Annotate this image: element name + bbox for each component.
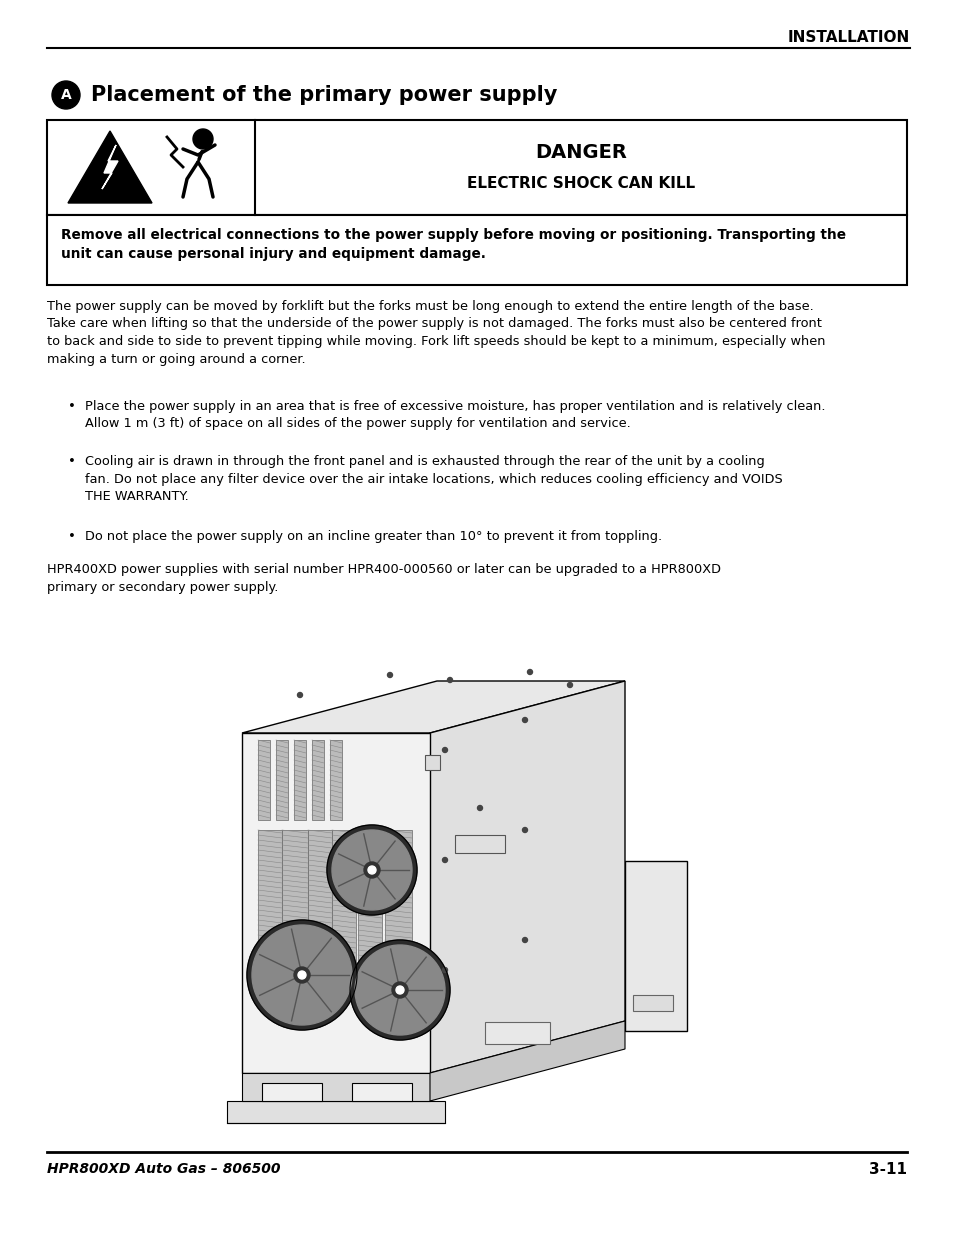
Polygon shape xyxy=(430,1021,624,1100)
Text: 3-11: 3-11 xyxy=(868,1161,906,1177)
Bar xyxy=(424,755,439,769)
Circle shape xyxy=(297,693,302,698)
Circle shape xyxy=(294,967,310,983)
Bar xyxy=(294,740,306,820)
Circle shape xyxy=(364,862,379,878)
Text: Placement of the primary power supply: Placement of the primary power supply xyxy=(91,85,557,105)
Bar xyxy=(47,215,906,285)
Polygon shape xyxy=(102,144,118,189)
Circle shape xyxy=(247,920,356,1030)
Bar xyxy=(308,830,332,981)
Bar xyxy=(242,1073,430,1100)
Circle shape xyxy=(327,825,416,915)
Bar xyxy=(227,1100,444,1123)
Text: ELECTRIC SHOCK CAN KILL: ELECTRIC SHOCK CAN KILL xyxy=(466,175,695,190)
Circle shape xyxy=(477,805,482,810)
Circle shape xyxy=(567,683,572,688)
Circle shape xyxy=(522,718,527,722)
Circle shape xyxy=(52,82,80,109)
Circle shape xyxy=(442,857,447,862)
Text: DANGER: DANGER xyxy=(535,143,626,163)
Text: Do not place the power supply on an incline greater than 10° to prevent it from : Do not place the power supply on an incl… xyxy=(85,530,661,543)
Text: The power supply can be moved by forklift but the forks must be long enough to e: The power supply can be moved by forklif… xyxy=(47,300,824,366)
Circle shape xyxy=(527,669,532,674)
Polygon shape xyxy=(68,131,152,203)
Circle shape xyxy=(387,673,392,678)
Circle shape xyxy=(395,986,403,994)
Circle shape xyxy=(447,678,452,683)
Bar xyxy=(262,1083,322,1100)
Bar xyxy=(633,995,672,1011)
Circle shape xyxy=(355,945,444,1035)
Bar xyxy=(484,1023,550,1044)
Circle shape xyxy=(522,827,527,832)
Circle shape xyxy=(252,925,352,1025)
Text: Cooling air is drawn in through the front panel and is exhausted through the rea: Cooling air is drawn in through the fron… xyxy=(85,454,781,503)
Circle shape xyxy=(442,967,447,972)
Text: Remove all electrical connections to the power supply before moving or positioni: Remove all electrical connections to the… xyxy=(61,228,845,261)
Polygon shape xyxy=(242,680,624,734)
Bar xyxy=(330,740,341,820)
Bar xyxy=(455,835,504,853)
Text: INSTALLATION: INSTALLATION xyxy=(787,31,909,46)
Polygon shape xyxy=(430,680,624,1073)
Text: Place the power supply in an area that is free of excessive moisture, has proper: Place the power supply in an area that i… xyxy=(85,400,824,431)
Circle shape xyxy=(392,982,408,998)
Bar xyxy=(352,1083,412,1100)
Text: HPR800XD Auto Gas – 806500: HPR800XD Auto Gas – 806500 xyxy=(47,1162,280,1176)
Circle shape xyxy=(297,971,306,979)
Bar xyxy=(47,120,906,215)
Circle shape xyxy=(350,940,450,1040)
Circle shape xyxy=(442,747,447,752)
Text: •: • xyxy=(68,530,76,543)
Bar xyxy=(312,740,324,820)
Text: •: • xyxy=(68,454,76,468)
Bar xyxy=(257,740,270,820)
Bar xyxy=(282,830,308,981)
Bar xyxy=(332,830,355,981)
Bar xyxy=(624,861,686,1031)
Text: •: • xyxy=(68,400,76,412)
Text: HPR400XD power supplies with serial number HPR400-000560 or later can be upgrade: HPR400XD power supplies with serial numb… xyxy=(47,563,720,594)
Circle shape xyxy=(193,128,213,149)
Text: A: A xyxy=(61,88,71,103)
Bar xyxy=(242,734,430,1073)
Bar xyxy=(257,830,282,981)
Circle shape xyxy=(332,830,412,910)
Bar xyxy=(275,740,288,820)
Circle shape xyxy=(522,937,527,942)
Bar xyxy=(385,830,412,981)
Bar xyxy=(357,830,381,981)
Circle shape xyxy=(368,866,375,874)
